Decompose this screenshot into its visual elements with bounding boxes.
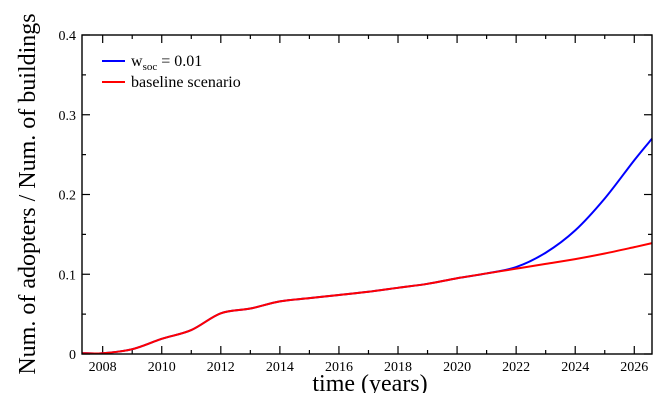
x-tick-label: 2014 bbox=[266, 360, 294, 375]
legend-label-wsoc: wsoc = 0.01 bbox=[131, 53, 202, 73]
legend-label-baseline: baseline scenario bbox=[131, 74, 241, 91]
y-tick-label: 0.1 bbox=[59, 268, 77, 283]
x-tick-label: 2010 bbox=[148, 360, 176, 375]
x-tick-label: 2020 bbox=[443, 360, 471, 375]
x-axis-title: time (years) bbox=[312, 371, 427, 393]
x-tick-label: 2018 bbox=[384, 360, 412, 375]
series-lines bbox=[81, 138, 653, 355]
series-line-baseline bbox=[81, 242, 653, 355]
y-tick-label: 0.2 bbox=[59, 189, 77, 204]
x-tick-label: 2016 bbox=[325, 360, 353, 375]
y-tick-label: 0.3 bbox=[59, 109, 77, 124]
y-tick-label: 0.4 bbox=[59, 29, 77, 44]
y-tick-label: 0 bbox=[69, 348, 76, 363]
tick-labels: 2008 2010 2012 2014 2016 2018 2020 2022 2024 2026… bbox=[59, 29, 649, 375]
x-tick-label: 2008 bbox=[89, 360, 117, 375]
series-line-wsoc bbox=[81, 138, 653, 355]
x-tick-label: 2024 bbox=[561, 360, 589, 375]
plot-frame bbox=[81, 34, 653, 355]
x-tick-label: 2012 bbox=[207, 360, 235, 375]
legend: wsoc = 0.01 baseline scenario bbox=[102, 53, 241, 91]
x-tick-label: 2026 bbox=[620, 360, 648, 375]
y-axis-title: Num. of adopters / Num. of buildings bbox=[15, 13, 41, 374]
x-tick-label: 2022 bbox=[502, 360, 530, 375]
